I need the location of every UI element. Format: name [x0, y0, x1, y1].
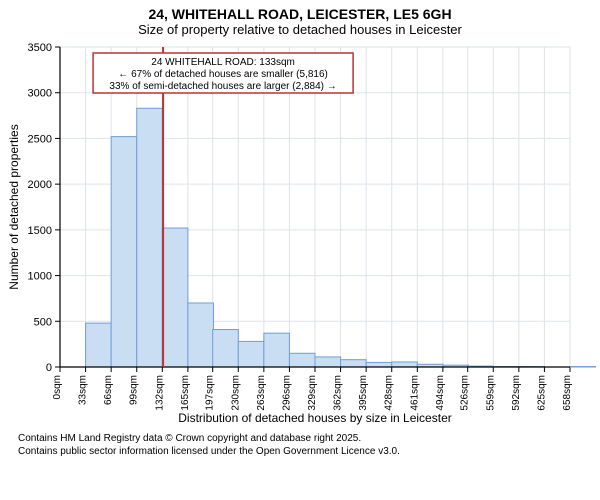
chart-area: 0 500 1000 1500 2000 2500 3000 3500 0sqm 33sqm 66s…: [0, 37, 600, 432]
x-tick-label: 99sqm: [129, 375, 140, 405]
histogram-bar: [366, 362, 392, 367]
annotation-line3: 33% of semi-detached houses are larger (…: [109, 81, 336, 92]
x-tick-label: 33sqm: [78, 375, 89, 405]
histogram-bar: [238, 341, 264, 367]
x-tick-label: 132sqm: [154, 375, 165, 411]
chart-title-line2: Size of property relative to detached ho…: [0, 22, 600, 37]
histogram-bar: [86, 323, 112, 367]
x-tick-label: 362sqm: [333, 375, 344, 411]
x-tick-label: 461sqm: [409, 375, 420, 411]
x-tick-label: 296sqm: [281, 375, 292, 411]
y-tick-label: 2500: [28, 133, 52, 145]
histogram-bar: [188, 303, 214, 367]
y-tick-label: 3000: [28, 88, 52, 100]
x-tick-label: 592sqm: [511, 375, 522, 411]
y-tick-label: 1500: [28, 225, 52, 237]
x-tick-label: 559sqm: [485, 375, 496, 411]
x-tick-label: 329sqm: [307, 375, 318, 411]
x-tick-label: 66sqm: [103, 375, 114, 405]
x-tick-label: 197sqm: [205, 375, 216, 411]
x-tick-label: 494sqm: [435, 375, 446, 411]
x-tick-label: 526sqm: [460, 375, 471, 411]
x-tick-label: 658sqm: [562, 375, 573, 411]
x-tick-label: 165sqm: [180, 375, 191, 411]
histogram-bar: [315, 357, 341, 367]
histogram-bar: [289, 353, 315, 367]
histogram-bar: [392, 362, 418, 367]
y-axis-label: Number of detached properties: [7, 124, 21, 289]
footer-line-2: Contains public sector information licen…: [18, 445, 600, 458]
x-tick-label: 625sqm: [536, 375, 547, 411]
x-axis-label: Distribution of detached houses by size …: [178, 411, 452, 425]
histogram-bar: [111, 137, 137, 367]
y-tick-label: 1000: [28, 271, 52, 283]
histogram-bar: [213, 330, 239, 367]
y-tick-label: 500: [34, 316, 52, 328]
x-tick-label: 428sqm: [384, 375, 395, 411]
y-tick-label: 2000: [28, 179, 52, 191]
y-tick-label: 0: [46, 362, 52, 374]
footer-line-1: Contains HM Land Registry data © Crown c…: [18, 432, 600, 445]
histogram-bar: [341, 360, 367, 367]
x-tick-label: 0sqm: [52, 375, 63, 399]
histogram-chart: 0 500 1000 1500 2000 2500 3000 3500 0sqm 33sqm 66s…: [0, 37, 600, 432]
histogram-bar: [137, 108, 163, 367]
x-tick-label: 263sqm: [256, 375, 267, 411]
histogram-bar: [264, 333, 290, 367]
annotation-line1: 24 WHITEHALL ROAD: 133sqm: [151, 57, 295, 68]
y-tick-label: 3500: [28, 42, 52, 54]
annotation-line2: ← 67% of detached houses are smaller (5,…: [118, 69, 328, 80]
x-tick-label: 230sqm: [230, 375, 241, 411]
attribution-footer: Contains HM Land Registry data © Crown c…: [0, 432, 600, 458]
chart-title-line1: 24, WHITEHALL ROAD, LEICESTER, LE5 6GH: [0, 0, 600, 22]
x-tick-label: 395sqm: [358, 375, 369, 411]
histogram-bar: [162, 228, 188, 367]
